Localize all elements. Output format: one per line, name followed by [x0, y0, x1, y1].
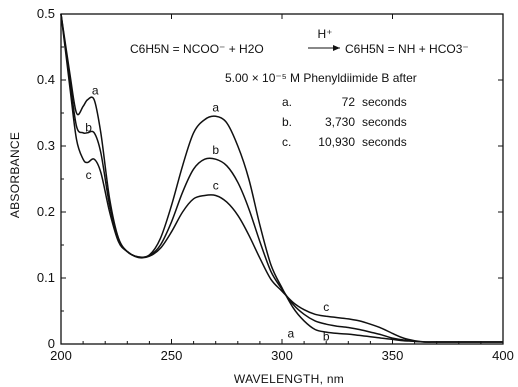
equation-product: C6H5N = NH + HCO3⁻: [345, 42, 469, 56]
curve-label-a: a: [212, 101, 219, 115]
legend-unit-a: seconds: [362, 95, 407, 109]
curve-label-c: c: [213, 179, 219, 193]
y-tick-label: 0.2: [37, 204, 55, 219]
legend-unit-c: seconds: [362, 135, 407, 149]
y-tick-label: 0.3: [37, 138, 55, 153]
spectra-curves: [60, 13, 503, 343]
x-tick-label: 300: [271, 348, 293, 363]
curve-label-c: c: [86, 168, 92, 182]
plot-frame: [60, 13, 504, 345]
legend-entry-b: b. 3,730 seconds: [282, 115, 407, 129]
y-tick-label: 0: [48, 336, 55, 351]
curve-labels: a a a b b b c c c: [85, 84, 330, 344]
x-tick-label: 350: [382, 348, 404, 363]
x-tick-label: 400: [492, 348, 514, 363]
curve-label-b: b: [323, 330, 330, 344]
legend-key-b: b.: [282, 115, 292, 129]
legend-entry-a: a. 72 seconds: [282, 95, 407, 109]
axes: 200 250 300 350 400 0 0.1 0.2 0.3 0.4 0.5: [37, 6, 514, 363]
y-tick-label: 0.5: [37, 6, 55, 21]
x-tick-label: 250: [161, 348, 183, 363]
conditions-text: 5.00 × 10⁻⁵ M Phenyldiimide B after: [225, 71, 417, 85]
curve-label-b: b: [85, 120, 92, 134]
x-axis-title: WAVELENGTH, nm: [234, 372, 344, 386]
y-axis-title: ABSORBANCE: [8, 132, 22, 218]
curve-label-c: c: [323, 300, 329, 314]
reaction-arrow-head: [333, 45, 340, 51]
legend-entry-c: c. 10,930 seconds: [282, 135, 407, 149]
series-line-a: [60, 13, 503, 343]
x-tick-label: 200: [50, 348, 72, 363]
equation-reactant: C6H5N = NCOO⁻ + H2O: [130, 42, 264, 56]
series-line-c: [60, 13, 503, 343]
y-tick-label: 0.1: [37, 270, 55, 285]
legend-unit-b: seconds: [362, 115, 407, 129]
curve-label-a: a: [92, 84, 99, 98]
legend-time-c: 10,930: [318, 135, 355, 149]
curve-label-b: b: [212, 143, 219, 157]
legend-time-a: 72: [342, 95, 356, 109]
equation-arrow-label: H⁺: [318, 27, 333, 41]
legend-key-a: a.: [282, 95, 292, 109]
y-tick-label: 0.4: [37, 72, 55, 87]
series-line-b: [60, 13, 503, 343]
curve-label-a: a: [287, 326, 294, 340]
reaction-equation: C6H5N = NCOO⁻ + H2O H⁺ C6H5N = NH + HCO3…: [130, 27, 469, 56]
legend-time-b: 3,730: [325, 115, 355, 129]
legend-key-c: c.: [282, 135, 291, 149]
